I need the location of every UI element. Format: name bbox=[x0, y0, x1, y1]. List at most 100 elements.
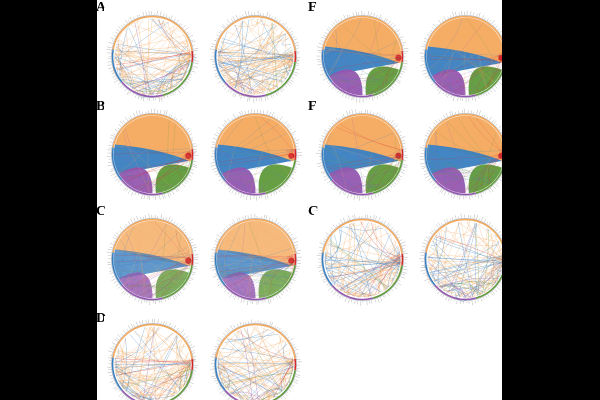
chord-b-right bbox=[207, 106, 304, 203]
ring-ticks bbox=[209, 213, 302, 306]
ribbon-purple bbox=[431, 69, 466, 96]
ring-segment-3 bbox=[224, 81, 267, 98]
ribbon-blue bbox=[323, 46, 399, 76]
ring-segment-3 bbox=[224, 179, 267, 196]
panel-label-c: C bbox=[97, 204, 107, 219]
chord-f-left bbox=[314, 106, 411, 203]
ring-segment-0 bbox=[322, 113, 403, 150]
chord-d-right bbox=[207, 316, 304, 400]
ring-outline bbox=[111, 113, 194, 196]
ring-ticks bbox=[316, 10, 409, 103]
ribbon-purple bbox=[431, 167, 466, 194]
ribbon-blue bbox=[113, 249, 189, 279]
ring-outline bbox=[111, 218, 194, 301]
ring-segment-4 bbox=[214, 49, 226, 83]
ribbon-blue bbox=[216, 144, 292, 174]
ring-segment-0 bbox=[112, 218, 193, 255]
ring-ticks bbox=[316, 214, 408, 306]
ring-segment-2 bbox=[372, 264, 403, 299]
ring-segment-3 bbox=[121, 179, 164, 196]
ring-segment-2 bbox=[162, 159, 193, 194]
chord-lines bbox=[114, 116, 196, 193]
chord-background bbox=[207, 316, 304, 400]
ring-segment-3 bbox=[121, 284, 164, 301]
ring-segment-2 bbox=[372, 61, 403, 96]
chord-g-left bbox=[314, 211, 411, 308]
chord-a-right bbox=[207, 8, 304, 105]
chord-lines bbox=[423, 218, 502, 302]
ring-segment-4 bbox=[111, 147, 123, 181]
chord-b-left bbox=[104, 106, 201, 203]
ring-segment-2 bbox=[372, 159, 403, 194]
ring-ticks bbox=[209, 10, 300, 103]
ring-segment-4 bbox=[214, 147, 226, 181]
ring-segment-2 bbox=[162, 61, 193, 96]
ribbon-orange bbox=[325, 17, 402, 64]
ring-segment-0 bbox=[112, 15, 193, 52]
ring-ticks bbox=[107, 318, 199, 400]
ring-ticks bbox=[419, 108, 502, 200]
ring-segment-3 bbox=[224, 389, 240, 400]
ring-segment-3 bbox=[331, 81, 374, 98]
ribbon-orange bbox=[428, 17, 502, 63]
chord-g-right bbox=[417, 211, 502, 308]
ring-segment-4 bbox=[424, 49, 436, 83]
ring-segment-4 bbox=[424, 252, 436, 286]
chord-c-right bbox=[207, 211, 304, 308]
panel-label-e: E bbox=[308, 0, 318, 15]
chord-e-right bbox=[417, 8, 502, 105]
chord-lines bbox=[424, 116, 502, 193]
ring-segment-4 bbox=[111, 252, 123, 286]
ring-outline bbox=[321, 218, 404, 301]
panel-label-f: F bbox=[308, 99, 317, 114]
ring-segment-4 bbox=[424, 147, 436, 181]
chord-d-left bbox=[104, 316, 201, 400]
ribbon-orange bbox=[325, 115, 402, 162]
chord-a-left bbox=[104, 8, 201, 105]
ring-segment-2 bbox=[265, 159, 296, 194]
ribbon-blue bbox=[426, 144, 502, 174]
ring-segment-4 bbox=[321, 147, 333, 181]
ring-ticks bbox=[106, 10, 199, 102]
ring-segment-0 bbox=[112, 323, 193, 360]
ring-segment-3 bbox=[434, 179, 477, 196]
ring-segment-0 bbox=[322, 218, 403, 255]
ring-outline bbox=[214, 323, 297, 400]
ring-segment-4 bbox=[321, 252, 333, 286]
ring-segment-0 bbox=[112, 113, 193, 150]
ribbon-orange bbox=[428, 115, 502, 161]
panel-label-d: D bbox=[97, 311, 107, 326]
ring-segment-0 bbox=[215, 15, 296, 52]
ring-segment-2 bbox=[265, 264, 296, 299]
ring-segment-3 bbox=[224, 284, 267, 301]
ring-segment-3 bbox=[331, 179, 374, 196]
ring-segment-3 bbox=[434, 284, 477, 301]
ring-ticks bbox=[418, 213, 502, 306]
ring-segment-2 bbox=[162, 264, 193, 299]
ring-ticks bbox=[419, 10, 502, 102]
ring-outline bbox=[214, 218, 297, 301]
figure: A B C D E F G bbox=[97, 0, 502, 400]
ring-segment-4 bbox=[111, 49, 123, 83]
chord-lines bbox=[424, 18, 502, 95]
ring-segment-0 bbox=[215, 218, 296, 255]
ring-segment-0 bbox=[322, 15, 403, 52]
ring-segment-2 bbox=[475, 168, 502, 194]
ring-segment-3 bbox=[434, 81, 477, 98]
ring-outline bbox=[321, 113, 404, 196]
ring-segment-2 bbox=[168, 369, 193, 400]
ring-outline bbox=[111, 323, 194, 400]
ring-outline bbox=[214, 113, 297, 196]
chord-f-right bbox=[417, 106, 502, 203]
ring-segment-3 bbox=[331, 284, 374, 301]
ring-segment-2 bbox=[475, 70, 502, 96]
panel-label-g: G bbox=[308, 204, 319, 219]
chord-lines bbox=[320, 117, 405, 193]
ring-outline bbox=[214, 15, 297, 98]
ring-segment-0 bbox=[425, 218, 502, 253]
ribbon-purple bbox=[328, 69, 363, 96]
ring-segment-0 bbox=[425, 15, 502, 50]
ring-outline bbox=[321, 15, 404, 98]
ring-segment-0 bbox=[215, 323, 296, 360]
ring-segment-0 bbox=[425, 113, 502, 148]
